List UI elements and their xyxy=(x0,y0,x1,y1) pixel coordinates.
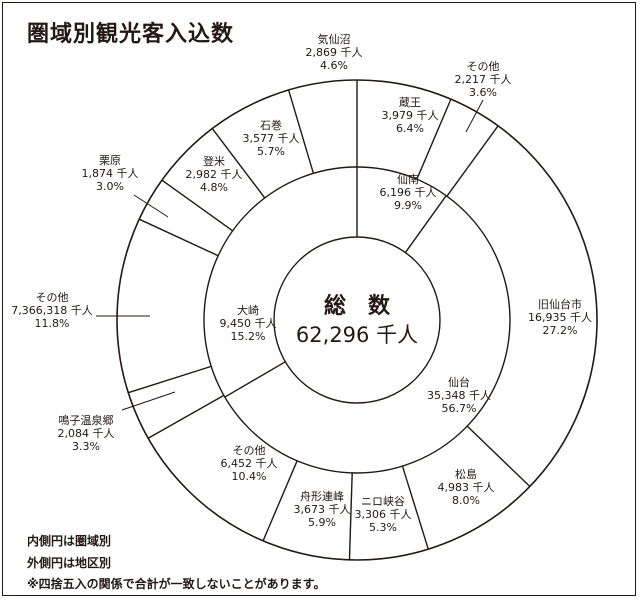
outer-slice-label-slice-name: 石巻 xyxy=(260,119,282,132)
outer-ring-boundary xyxy=(287,89,315,174)
outer-ring-boundary xyxy=(466,425,531,487)
outer-slice-label-slice-percent: 5.3% xyxy=(369,521,397,534)
outer-slice-label-slice-value: 6,452 千人 xyxy=(221,457,278,470)
center-total-label: 総 数 xyxy=(324,293,391,319)
center-total-value: 62,296 千人 xyxy=(296,323,418,347)
inner-slice-label-slice-percent: 9.9% xyxy=(394,199,422,212)
outer-slice-label-slice-value: 7,366,318 千人 xyxy=(11,304,92,317)
outer-slice-label-slice-value: 16,935 千人 xyxy=(528,311,592,324)
outer-slice-label-slice-value: 3,306 千人 xyxy=(355,508,412,521)
outer-slice-label-slice-percent: 6.4% xyxy=(396,122,424,135)
outer-ring-boundary xyxy=(211,128,266,199)
outer-slice-label-slice-value: 2,869 千人 xyxy=(306,46,363,59)
inner-slice-label-slice-value: 6,196 千人 xyxy=(380,186,437,199)
leader-line xyxy=(133,194,169,218)
outer-ring-boundary xyxy=(446,125,499,197)
outer-slice-label-slice-percent: 27.2% xyxy=(543,324,578,337)
outer-slice-label-slice-percent: 5.9% xyxy=(308,516,336,529)
outer-slice-label-slice-name: 栗原 xyxy=(99,154,121,167)
outer-slice-label-slice-name: その他 xyxy=(467,60,500,73)
outer-ring-boundary xyxy=(262,460,298,542)
outer-ring-boundary xyxy=(138,218,219,257)
outer-slice-label-slice-name: 気仙沼 xyxy=(318,32,351,46)
outer-ring-boundary xyxy=(128,365,212,394)
outer-slice-label-slice-name: 舟形連峰 xyxy=(300,489,344,503)
note-rounding: ※四捨五入の関係で合計が一致しないことがあります。 xyxy=(27,577,326,591)
note-outer-ring: 外側円は地区別 xyxy=(27,556,112,570)
outer-slice-label-slice-value: 4,983 千人 xyxy=(438,481,495,494)
outer-slice-label-slice-name: 松島 xyxy=(455,467,477,481)
outer-slice-label-slice-name: 鳴子温泉郷 xyxy=(59,413,114,427)
inner-slice-label-slice-name: 仙台 xyxy=(448,375,470,389)
outer-slice-label-slice-name: 蔵王 xyxy=(399,96,421,109)
outer-slice-label-slice-name: その他 xyxy=(36,291,69,304)
inner-ring-boundary xyxy=(224,361,286,398)
outer-slice-label-slice-percent: 4.8% xyxy=(200,181,228,194)
outer-slice-label-slice-percent: 3.6% xyxy=(469,86,497,99)
inner-slice-label-slice-value: 35,348 千人 xyxy=(427,389,491,402)
inner-slice-label-slice-percent: 56.7% xyxy=(442,402,477,415)
outer-slice-label-slice-value: 3,979 千人 xyxy=(382,109,439,122)
outer-slice-label-slice-name: 旧仙台市 xyxy=(538,297,582,311)
inner-ring-boundary xyxy=(404,195,447,253)
outer-slice-label-slice-percent: 3.0% xyxy=(96,180,124,193)
outer-slice-label-slice-percent: 4.6% xyxy=(320,59,348,72)
outer-slice-label-slice-percent: 8.0% xyxy=(452,494,480,507)
inner-slice-label-slice-percent: 15.2% xyxy=(231,330,266,343)
outer-slice-label-slice-name: 登米 xyxy=(203,154,225,168)
inner-slice-label-slice-name: 仙南 xyxy=(397,173,419,186)
outer-slice-label-slice-percent: 5.7% xyxy=(257,145,285,158)
outer-slice-label-slice-value: 2,084 千人 xyxy=(58,427,115,440)
outer-slice-label-slice-value: 2,217 千人 xyxy=(455,73,512,86)
leader-line xyxy=(465,99,484,133)
outer-ring-boundary xyxy=(348,472,353,560)
outer-slice-label-slice-value: 2,982 千人 xyxy=(186,168,243,181)
outer-ring-boundary xyxy=(147,394,225,439)
outer-slice-label-slice-name: その他 xyxy=(233,444,266,457)
outer-slice-label-slice-percent: 11.8% xyxy=(35,317,70,330)
outer-ring-boundary xyxy=(161,179,234,232)
outer-slice-label-slice-percent: 3.3% xyxy=(72,440,100,453)
chart-title: 圏域別観光客入込数 xyxy=(27,22,235,47)
note-inner-ring: 内側円は圏域別 xyxy=(27,534,112,548)
outer-slice-label-slice-value: 1,874 千人 xyxy=(82,167,139,180)
outer-slice-label-slice-value: 3,577 千人 xyxy=(243,132,300,145)
inner-slice-label-slice-value: 9,450 千人 xyxy=(220,317,277,330)
inner-slice-label-slice-name: 大崎 xyxy=(237,303,259,317)
outer-slice-label-slice-percent: 10.4% xyxy=(232,470,267,483)
outer-slice-label-slice-name: ニロ峡谷 xyxy=(361,494,405,508)
outer-slice-label-slice-value: 3,673 千人 xyxy=(294,503,351,516)
outer-ring-boundary xyxy=(416,98,452,180)
leader-line xyxy=(121,391,176,411)
outer-ring-boundary xyxy=(401,465,429,550)
